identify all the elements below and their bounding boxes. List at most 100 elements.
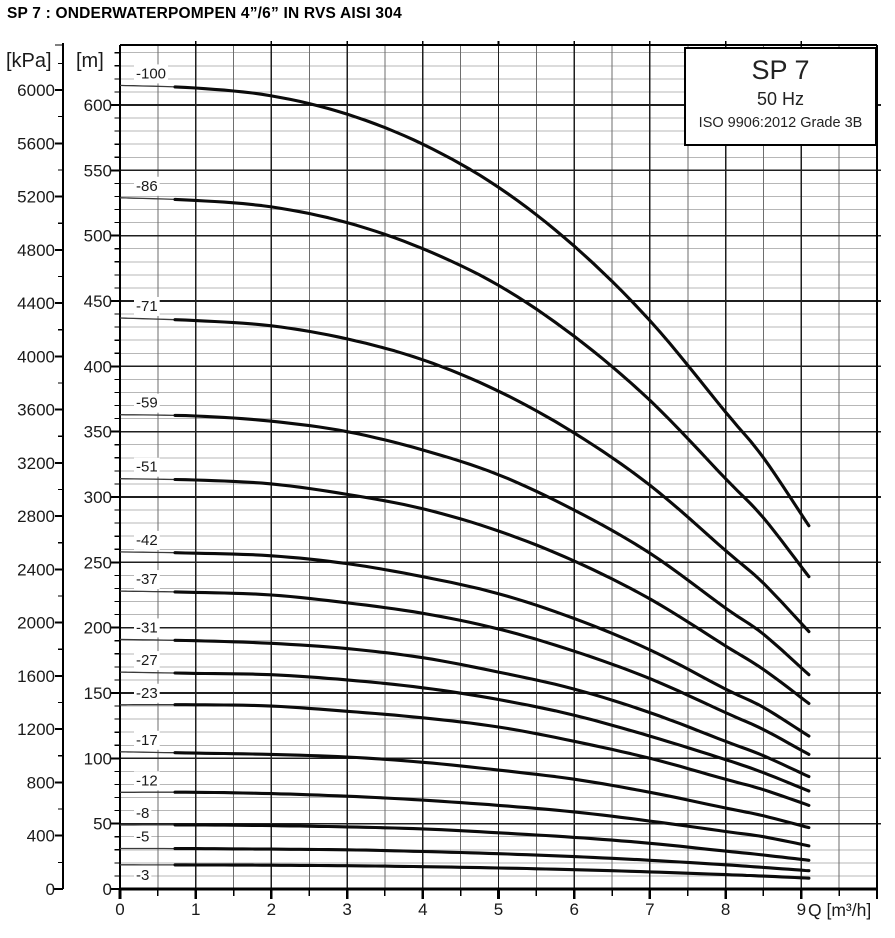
curve-label-sp7-71: -71 bbox=[136, 298, 158, 315]
q-tick-label: 9 bbox=[797, 900, 806, 919]
kpa-tick-label: 4000 bbox=[17, 347, 55, 366]
curve-label-sp7-17: -17 bbox=[136, 732, 158, 749]
curve-label-bg bbox=[134, 865, 152, 885]
q-tick-label: 6 bbox=[569, 900, 578, 919]
kpa-tick-label: 3600 bbox=[17, 401, 55, 420]
m-tick-label: 400 bbox=[84, 357, 112, 376]
curve-label-sp7-12: -12 bbox=[136, 772, 158, 789]
kpa-tick-label: 3200 bbox=[17, 454, 55, 473]
curve-label-bg bbox=[134, 803, 152, 823]
curve-label-sp7-5: -5 bbox=[136, 828, 149, 845]
curve-label-sp7-100: -100 bbox=[136, 65, 166, 82]
curve-sp7-12 bbox=[173, 790, 811, 848]
curve-thin-sp7-51 bbox=[119, 478, 176, 481]
m-tick-label: 450 bbox=[84, 292, 112, 311]
q-tick-label: 8 bbox=[721, 900, 730, 919]
kpa-tick-label: 2000 bbox=[17, 614, 55, 633]
curve-sp7-100 bbox=[173, 85, 811, 528]
pump-model-info-box: SP 7 50 Hz ISO 9906:2012 Grade 3B bbox=[684, 47, 877, 146]
curve-sp7-37 bbox=[173, 590, 811, 756]
curve-sp7-42 bbox=[173, 551, 811, 738]
curve-label-bg bbox=[134, 771, 160, 791]
q-tick-label: 1 bbox=[191, 900, 200, 919]
curve-label-bg bbox=[134, 296, 160, 316]
kpa-tick-label: 1600 bbox=[17, 667, 55, 686]
curve-label-bg bbox=[134, 176, 160, 196]
pump-curves bbox=[119, 84, 811, 880]
curve-sp7-71 bbox=[173, 318, 811, 634]
m-tick-label: 600 bbox=[84, 96, 112, 115]
curve-thin-sp7-27 bbox=[119, 671, 176, 674]
curve-label-sp7-8: -8 bbox=[136, 805, 149, 822]
curve-sp7-8 bbox=[173, 823, 811, 862]
axis-q: 0 1 2 3 4 5 6 7 8 9 bbox=[115, 889, 879, 919]
q-tick-label: 3 bbox=[342, 900, 351, 919]
curve-label-sp7-59: -59 bbox=[136, 395, 158, 412]
curve-label-bg bbox=[134, 64, 169, 84]
m-axis-unit-label: [m] bbox=[76, 50, 104, 72]
curve-label-sp7-23: -23 bbox=[136, 685, 158, 702]
curve-thin-sp7-37 bbox=[119, 590, 176, 593]
m-tick-label: 500 bbox=[84, 227, 112, 246]
curve-label-sp7-42: -42 bbox=[136, 532, 158, 549]
curve-label-sp7-27: -27 bbox=[136, 652, 158, 669]
curve-label-sp7-51: -51 bbox=[136, 459, 158, 476]
curve-sp7-31 bbox=[173, 638, 811, 779]
kpa-axis-unit-label: [kPa] bbox=[6, 50, 52, 72]
m-tick-label: 0 bbox=[103, 880, 112, 899]
kpa-tick-label: 6000 bbox=[17, 81, 55, 100]
curve-sp7-5 bbox=[173, 847, 811, 873]
curve-label-bg bbox=[134, 530, 160, 550]
curve-thin-sp7-59 bbox=[119, 414, 176, 417]
q-tick-label: 0 bbox=[115, 900, 124, 919]
kpa-tick-label: 2400 bbox=[17, 560, 55, 579]
m-tick-label: 50 bbox=[93, 815, 112, 834]
grid-major bbox=[120, 45, 881, 889]
iso-standard: ISO 9906:2012 Grade 3B bbox=[698, 115, 863, 132]
curve-label-sp7-3: -3 bbox=[136, 867, 149, 884]
axis-kpa: 0 400 800 1200 1600 2000 2400 2800 3200 3600 4000 4… bbox=[17, 43, 65, 899]
curve-thin-sp7-71 bbox=[119, 317, 176, 321]
m-tick-label: 300 bbox=[84, 488, 112, 507]
q-tick-label: 5 bbox=[494, 900, 503, 919]
m-tick-label: 150 bbox=[84, 684, 112, 703]
curve-label-bg bbox=[134, 457, 160, 477]
curve-thin-sp7-31 bbox=[119, 638, 176, 641]
curve-label-bg bbox=[134, 827, 152, 847]
curve-label-bg bbox=[134, 730, 160, 750]
curve-label-bg bbox=[134, 393, 160, 413]
curve-label-sp7-86: -86 bbox=[136, 178, 158, 195]
curve-label-bg bbox=[134, 570, 160, 590]
m-tick-label: 350 bbox=[84, 423, 112, 442]
pump-frequency: 50 Hz bbox=[756, 88, 805, 109]
curve-label-bg bbox=[134, 618, 160, 638]
curve-label-sp7-37: -37 bbox=[136, 571, 158, 588]
curve-sp7-17 bbox=[173, 751, 811, 830]
curve-sp7-23 bbox=[173, 703, 811, 807]
m-tick-label: 550 bbox=[84, 161, 112, 180]
curve-label-bg bbox=[134, 683, 160, 703]
curve-labels: -100 -86 -71 -59 -51 -42 -37 -31 -27 -23 -17 -12 -8 -… bbox=[134, 64, 169, 885]
curve-sp7-51 bbox=[173, 477, 811, 706]
kpa-tick-label: 400 bbox=[27, 827, 55, 846]
x-axis-unit-label: Q [m³/h] bbox=[808, 900, 872, 920]
curve-label-bg bbox=[134, 651, 160, 671]
pump-model-name: SP 7 bbox=[751, 55, 810, 85]
kpa-tick-label: 4800 bbox=[17, 241, 55, 260]
kpa-tick-label: 1200 bbox=[17, 720, 55, 739]
q-tick-label: 2 bbox=[267, 900, 276, 919]
curve-sp7-59 bbox=[173, 413, 811, 677]
curve-sp7-3 bbox=[173, 863, 811, 880]
kpa-tick-label: 0 bbox=[46, 880, 55, 899]
curve-sp7-27 bbox=[173, 671, 811, 793]
q-tick-label: 4 bbox=[418, 900, 427, 919]
kpa-tick-label: 5200 bbox=[17, 188, 55, 207]
curve-thin-sp7-86 bbox=[119, 197, 176, 201]
axis-m: 0 50 100 150 200 250 300 350 400 450 500 550 600 bbox=[84, 52, 120, 899]
m-tick-label: 200 bbox=[84, 619, 112, 638]
kpa-tick-label: 4400 bbox=[17, 294, 55, 313]
curve-thin-sp7-42 bbox=[119, 551, 176, 554]
m-tick-label: 100 bbox=[84, 749, 112, 768]
m-tick-label: 250 bbox=[84, 553, 112, 572]
